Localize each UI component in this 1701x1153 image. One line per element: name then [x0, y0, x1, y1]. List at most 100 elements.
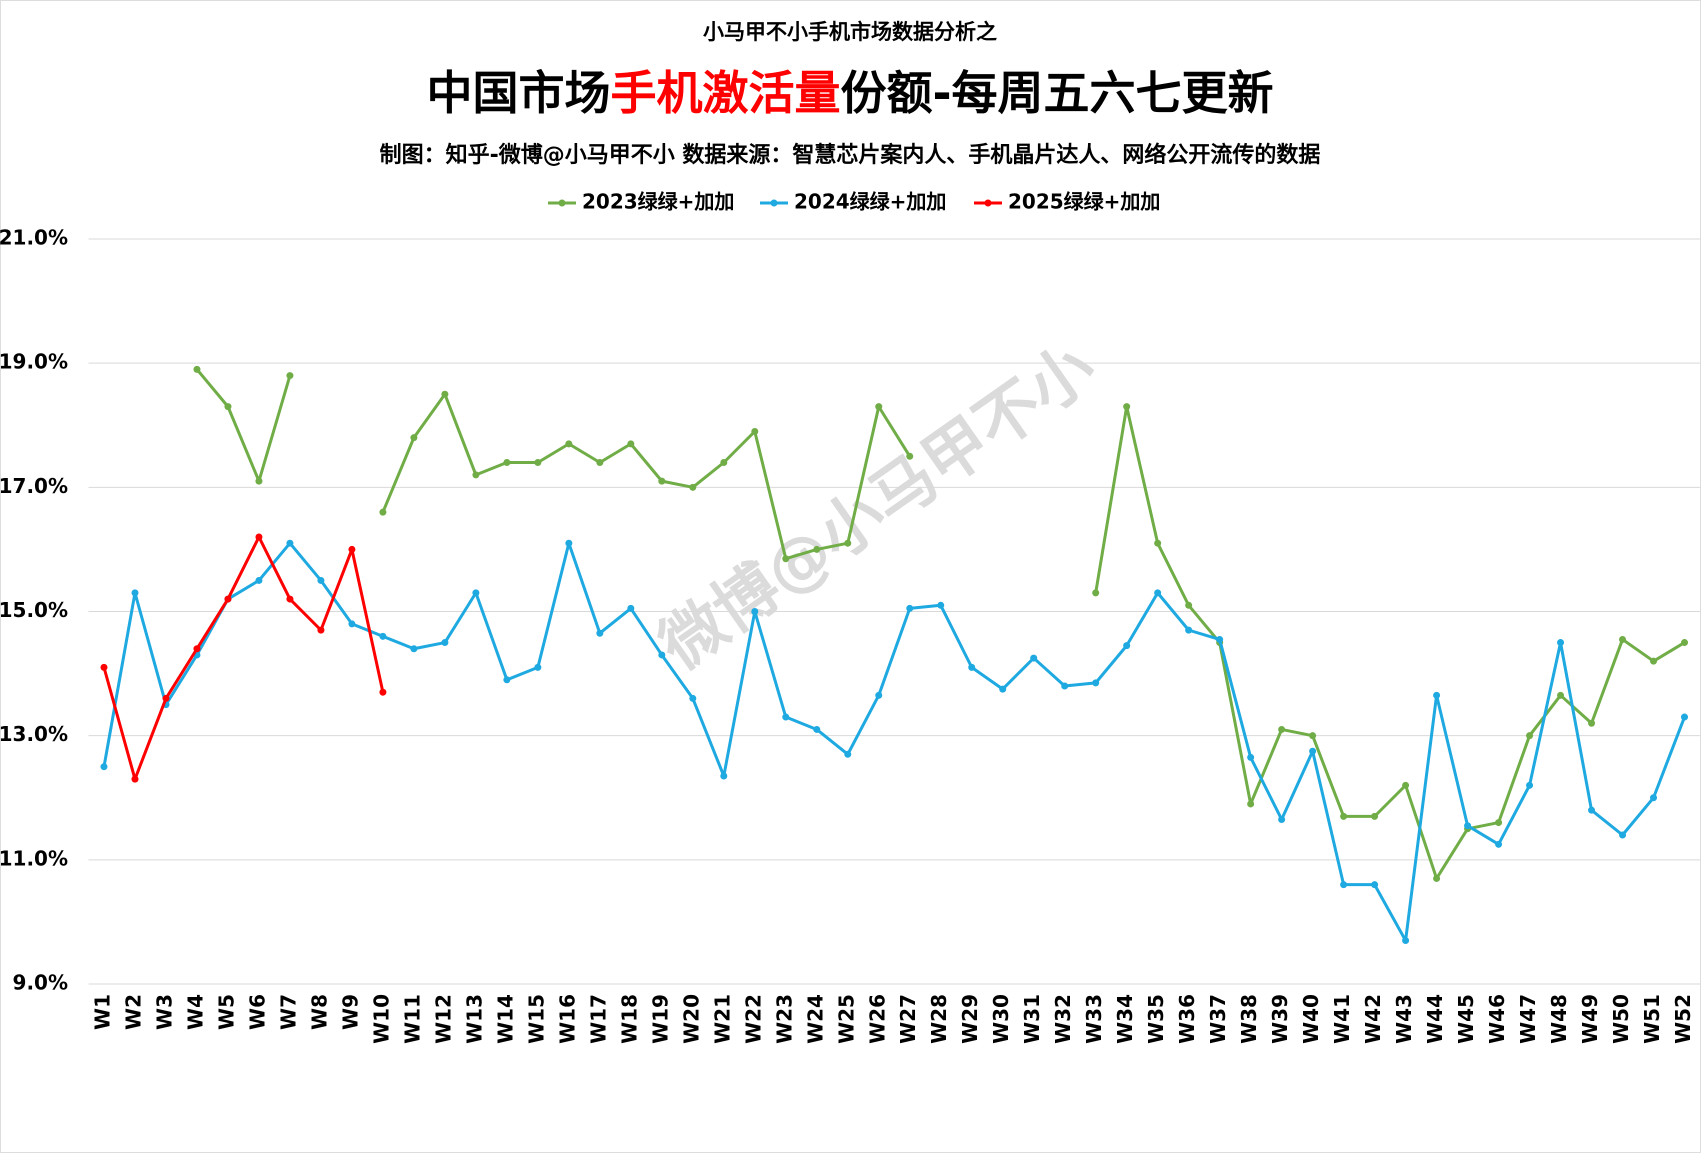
- data-point: [720, 772, 728, 780]
- data-point: [1402, 937, 1410, 945]
- data-point: [1247, 800, 1255, 808]
- data-point: [534, 663, 542, 671]
- data-point: [503, 676, 511, 684]
- data-point: [875, 403, 883, 411]
- x-tick-label: W48: [1547, 994, 1571, 1044]
- y-tick-label: 13.0%: [0, 722, 68, 746]
- data-point: [627, 604, 635, 612]
- data-point: [1123, 403, 1131, 411]
- data-point: [1619, 831, 1627, 839]
- data-point: [286, 372, 294, 380]
- x-tick-label: W25: [834, 994, 858, 1044]
- data-point: [472, 589, 480, 597]
- title-part: 份额-每周五六七更新: [840, 66, 1273, 120]
- data-point: [1092, 679, 1100, 687]
- data-point: [1433, 874, 1441, 882]
- data-point: [441, 639, 449, 647]
- x-tick-label: W45: [1454, 994, 1478, 1044]
- data-point: [813, 725, 821, 733]
- data-point: [379, 688, 387, 696]
- x-tick-label: W7: [276, 994, 300, 1030]
- data-point: [937, 601, 945, 609]
- data-point: [286, 595, 294, 603]
- data-point: [193, 645, 201, 653]
- x-tick-label: W28: [927, 994, 951, 1044]
- data-point: [100, 663, 108, 671]
- data-point: [1557, 639, 1565, 647]
- x-tick-label: W21: [710, 994, 734, 1044]
- x-tick-label: W41: [1330, 994, 1354, 1044]
- x-tick-label: W14: [493, 994, 517, 1044]
- data-point: [1495, 819, 1503, 827]
- data-point: [255, 533, 263, 541]
- data-point: [1123, 642, 1131, 650]
- x-tick-label: W19: [648, 994, 672, 1044]
- legend-marker: [770, 199, 778, 207]
- x-tick-label: W39: [1268, 994, 1292, 1044]
- data-point: [255, 576, 263, 584]
- data-point: [534, 459, 542, 466]
- data-point: [131, 589, 139, 597]
- legend-label: 2024绿绿+加加: [794, 190, 946, 214]
- x-tick-label: W17: [586, 994, 610, 1044]
- series-line: [1094, 405, 1686, 880]
- data-point: [224, 403, 232, 411]
- y-tick-label: 19.0%: [0, 350, 68, 374]
- x-tick-label: W37: [1206, 994, 1230, 1044]
- data-point: [1340, 881, 1348, 889]
- x-tick-label: W23: [772, 994, 796, 1044]
- data-point: [379, 632, 387, 640]
- data-point: [1247, 753, 1255, 761]
- data-point: [1154, 589, 1162, 597]
- data-point: [906, 452, 914, 460]
- chart-subtitle: 制图：知乎-微博@小马甲不小 数据来源：智慧芯片案内人、手机晶片达人、网络公开流…: [380, 142, 1321, 168]
- x-tick-label: W22: [741, 994, 765, 1044]
- data-point: [813, 545, 821, 553]
- data-point: [348, 620, 356, 628]
- data-point: [689, 483, 697, 491]
- data-point: [317, 626, 325, 634]
- chart-supertitle: 小马甲不小手机市场数据分析之: [703, 20, 997, 44]
- x-tick-label: W1: [90, 994, 114, 1030]
- chart-title: 中国市场手机激活量份额-每周五六七更新: [426, 66, 1273, 120]
- x-tick-label: W24: [803, 994, 827, 1044]
- data-point: [162, 694, 170, 702]
- x-tick-label: W8: [307, 994, 331, 1030]
- data-point: [627, 440, 635, 448]
- legend-label: 2025绿绿+加加: [1008, 190, 1160, 214]
- x-tick-label: W51: [1640, 994, 1664, 1044]
- x-tick-label: W31: [1020, 994, 1044, 1044]
- x-tick-label: W11: [400, 994, 424, 1044]
- data-point: [1216, 635, 1224, 643]
- x-tick-label: W27: [896, 994, 920, 1044]
- data-point: [689, 694, 697, 702]
- x-tick-label: W34: [1113, 994, 1137, 1044]
- x-tick-label: W38: [1237, 994, 1261, 1044]
- data-point: [1371, 812, 1379, 820]
- data-point: [844, 750, 852, 758]
- data-point: [1650, 794, 1658, 802]
- data-point: [255, 477, 263, 485]
- y-tick-label: 15.0%: [0, 598, 68, 622]
- data-point: [1309, 732, 1317, 740]
- x-tick-label: W40: [1299, 994, 1323, 1044]
- data-point: [1340, 812, 1348, 820]
- data-point: [875, 691, 883, 699]
- data-point: [658, 651, 666, 659]
- x-tick-label: W52: [1671, 994, 1695, 1044]
- x-tick-label: W20: [679, 994, 703, 1044]
- title-highlight: 手机激活量: [610, 66, 840, 120]
- y-tick-label: 17.0%: [0, 474, 68, 498]
- legend-label: 2023绿绿+加加: [582, 190, 734, 214]
- x-tick-label: W32: [1051, 994, 1075, 1044]
- data-point: [1092, 589, 1100, 597]
- data-point: [193, 365, 201, 373]
- data-point: [379, 508, 387, 516]
- data-point: [1433, 691, 1441, 699]
- x-tick-label: W36: [1175, 994, 1199, 1044]
- data-point: [1154, 539, 1162, 547]
- data-point: [1309, 747, 1317, 755]
- data-point: [1495, 840, 1503, 848]
- x-tick-label: W30: [989, 994, 1013, 1044]
